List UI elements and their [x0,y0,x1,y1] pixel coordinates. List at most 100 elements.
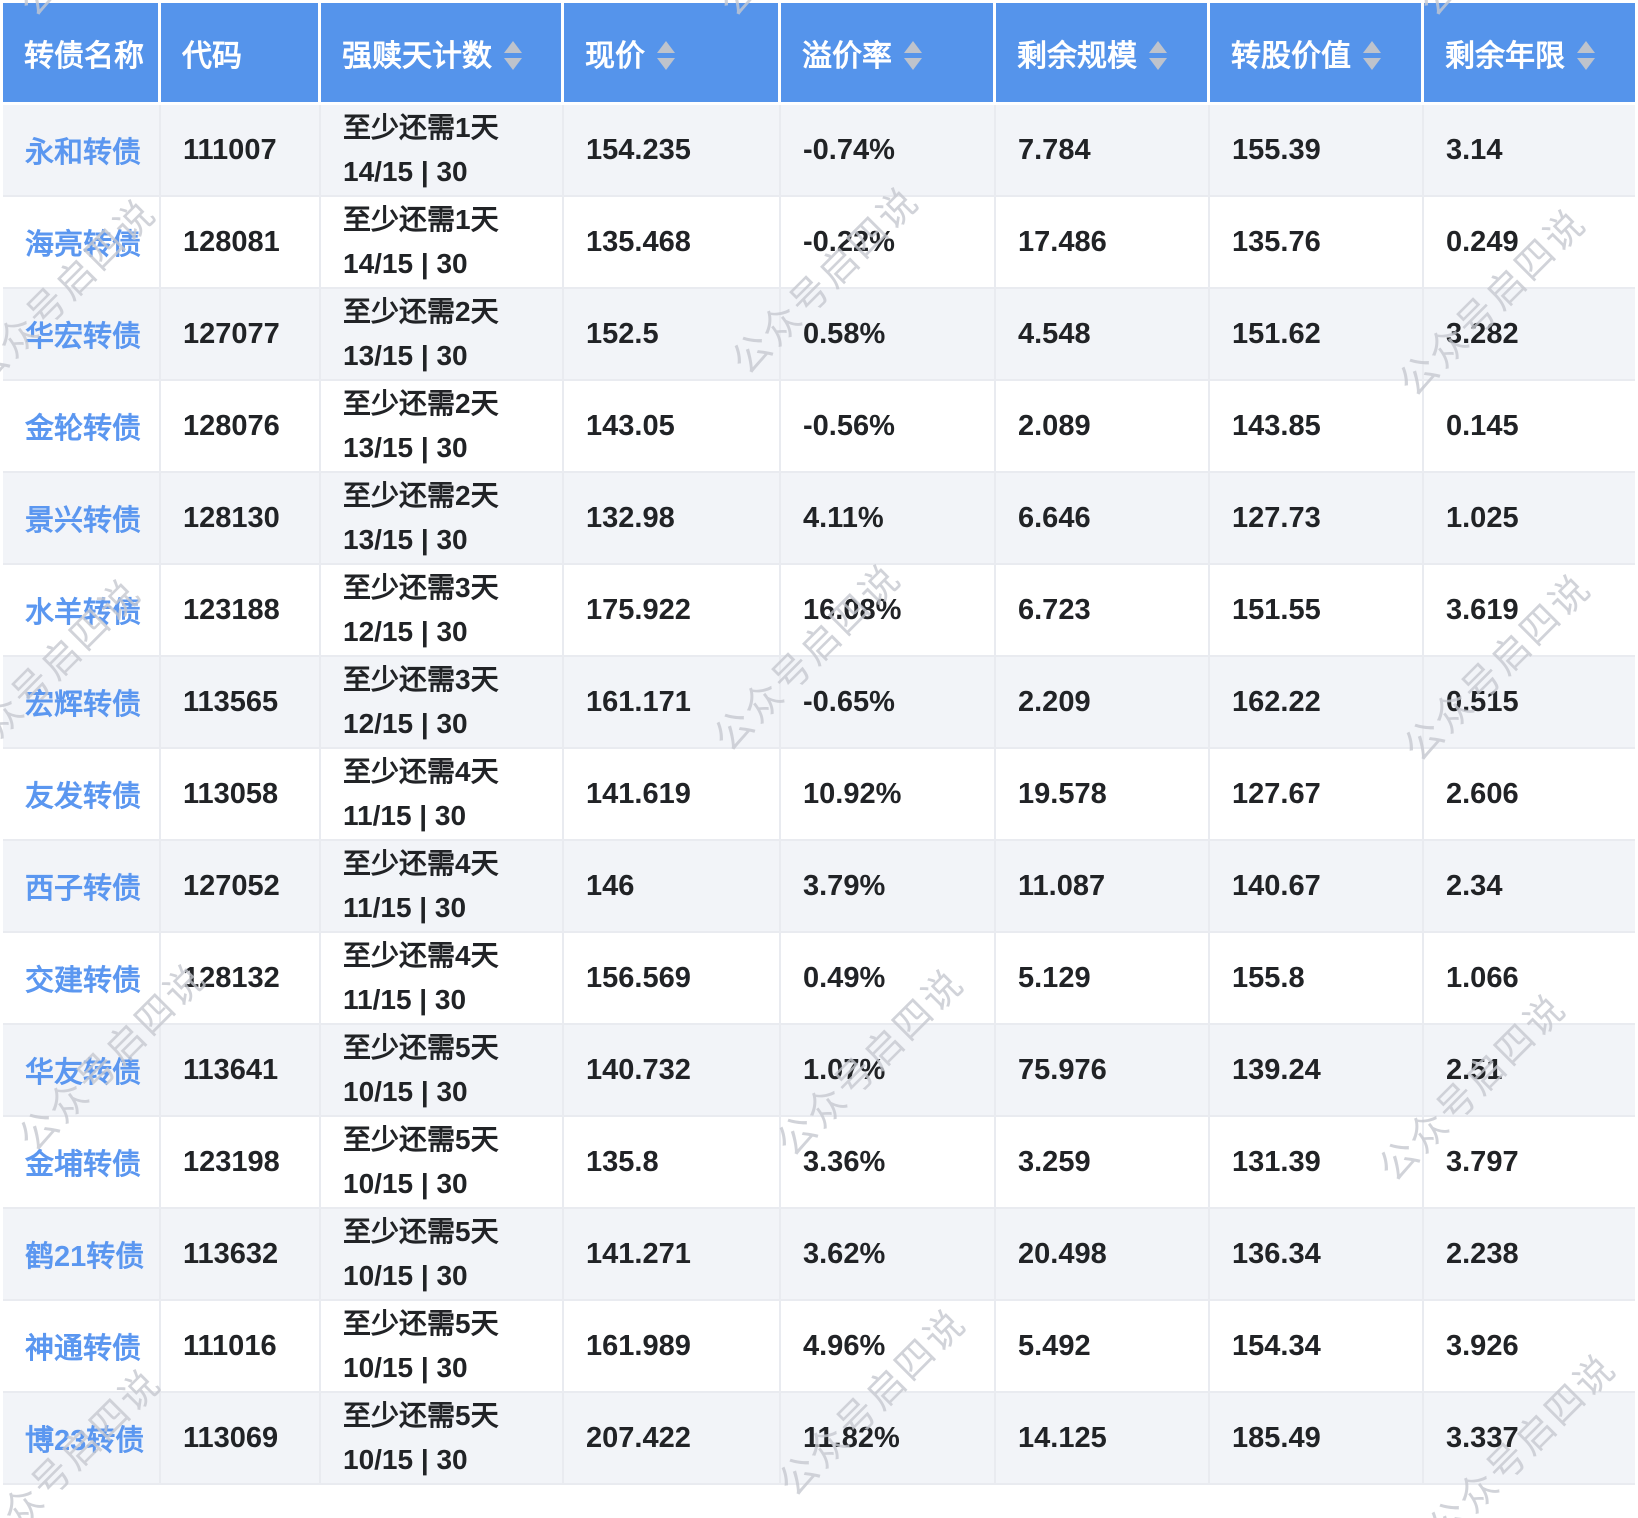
redeem-line2: 14/15 | 30 [343,248,468,279]
redeem-line2: 10/15 | 30 [343,1260,468,1291]
column-header-label: 剩余年限 [1445,39,1565,73]
remaining-size-cell: 4.548 [996,289,1210,381]
column-header-2[interactable]: 强赎天计数 [321,3,564,105]
code-cell: 127077 [161,289,321,381]
redeem-line2: 10/15 | 30 [343,1444,468,1475]
redeem-line1: 至少还需3天 [343,572,499,603]
column-header-4[interactable]: 溢价率 [781,3,996,105]
sort-icon[interactable] [1363,41,1381,71]
bond-name-link[interactable]: 宏辉转债 [25,689,142,721]
column-header-label: 转债名称 [24,39,144,73]
premium-cell: -0.56% [781,381,996,473]
bond-name-link[interactable]: 华友转债 [25,1057,142,1089]
redeem-line2: 11/15 | 30 [343,892,467,923]
code-cell: 113058 [161,749,321,841]
column-header-7[interactable]: 剩余年限 [1424,3,1635,105]
remaining-years-cell: 2.238 [1424,1209,1635,1301]
column-header-1: 代码 [161,3,321,105]
remaining-size-cell: 11.087 [996,841,1210,933]
redeem-count-cell: 至少还需1天 14/15 | 30 [321,105,564,197]
price-cell: 140.732 [564,1025,781,1117]
remaining-size-cell: 2.209 [996,657,1210,749]
bond-name-link[interactable]: 西子转债 [25,873,142,905]
column-header-3[interactable]: 现价 [564,3,781,105]
sort-up-icon [1363,41,1381,54]
code-cell: 128081 [161,197,321,289]
sort-icon[interactable] [1577,41,1595,71]
redeem-count-cell: 至少还需4天 11/15 | 30 [321,841,564,933]
remaining-years-cell: 0.515 [1424,657,1635,749]
table-row: 华宏转债 127077 至少还需2天 13/15 | 30 152.5 0.58% 4.54… [3,289,1635,381]
bond-name-link[interactable]: 友发转债 [25,781,142,813]
redeem-line1: 至少还需2天 [343,388,499,419]
redeem-line2: 11/15 | 30 [343,984,467,1015]
bond-name-link[interactable]: 交建转债 [25,965,142,997]
bond-name-link[interactable]: 金埔转债 [25,1149,142,1181]
redeem-line2: 14/15 | 30 [343,156,468,187]
bond-name-cell: 宏辉转债 [3,657,161,749]
conversion-value-cell: 151.62 [1210,289,1424,381]
column-header-5[interactable]: 剩余规模 [996,3,1210,105]
bond-name-cell: 交建转债 [3,933,161,1025]
redeem-line1: 至少还需4天 [343,940,499,971]
bond-name-link[interactable]: 鹤21转债 [25,1241,145,1273]
price-cell: 146 [564,841,781,933]
price-cell: 141.271 [564,1209,781,1301]
redeem-count-cell: 至少还需5天 10/15 | 30 [321,1393,564,1485]
premium-cell: -0.22% [781,197,996,289]
remaining-size-cell: 5.129 [996,933,1210,1025]
code-cell: 123188 [161,565,321,657]
conversion-value-cell: 143.85 [1210,381,1424,473]
redeem-line1: 至少还需1天 [343,112,499,143]
redeem-count-cell: 至少还需3天 12/15 | 30 [321,657,564,749]
remaining-years-cell: 3.14 [1424,105,1635,197]
bond-name-link[interactable]: 水羊转债 [25,597,142,629]
remaining-years-cell: 2.606 [1424,749,1635,841]
bond-name-link[interactable]: 博23转债 [25,1425,145,1457]
remaining-size-cell: 3.259 [996,1117,1210,1209]
header-row: 转债名称 代码 强赎天计数 现价 溢价率 剩余规模 转股价值 剩余年限 [3,3,1635,105]
code-cell: 113565 [161,657,321,749]
price-cell: 135.468 [564,197,781,289]
redeem-count-cell: 至少还需5天 10/15 | 30 [321,1025,564,1117]
price-cell: 135.8 [564,1117,781,1209]
remaining-size-cell: 20.498 [996,1209,1210,1301]
premium-cell: 11.82% [781,1393,996,1485]
redeem-count-cell: 至少还需2天 13/15 | 30 [321,289,564,381]
sort-icon[interactable] [657,41,675,71]
column-header-label: 溢价率 [802,39,892,73]
code-cell: 111016 [161,1301,321,1393]
table-row: 水羊转债 123188 至少还需3天 12/15 | 30 175.922 16.08% 6… [3,565,1635,657]
redeem-line2: 13/15 | 30 [343,340,468,371]
bond-name-cell: 金埔转债 [3,1117,161,1209]
conversion-value-cell: 131.39 [1210,1117,1424,1209]
redeem-count-cell: 至少还需4天 11/15 | 30 [321,749,564,841]
code-cell: 113069 [161,1393,321,1485]
redeem-line1: 至少还需5天 [343,1124,499,1155]
premium-cell: 1.07% [781,1025,996,1117]
bond-name-link[interactable]: 景兴转债 [25,505,142,537]
redeem-line1: 至少还需5天 [343,1308,499,1339]
sort-icon[interactable] [504,41,522,71]
premium-cell: 4.96% [781,1301,996,1393]
remaining-years-cell: 3.282 [1424,289,1635,381]
bond-name-link[interactable]: 金轮转债 [25,413,142,445]
bond-name-link[interactable]: 华宏转债 [25,321,142,353]
bond-name-link[interactable]: 永和转债 [25,137,142,169]
remaining-years-cell: 3.797 [1424,1117,1635,1209]
sort-icon[interactable] [904,41,922,71]
sort-down-icon [1577,58,1595,71]
remaining-size-cell: 2.089 [996,381,1210,473]
bond-name-link[interactable]: 海亮转债 [25,229,142,261]
bond-name-link[interactable]: 神通转债 [25,1333,142,1365]
redeem-line2: 12/15 | 30 [343,616,468,647]
table-row: 海亮转债 128081 至少还需1天 14/15 | 30 135.468 -0.22% 1… [3,197,1635,289]
sort-down-icon [1149,58,1167,71]
column-header-6[interactable]: 转股价值 [1210,3,1424,105]
remaining-years-cell: 0.145 [1424,381,1635,473]
sort-icon[interactable] [1149,41,1167,71]
redeem-count-cell: 至少还需4天 11/15 | 30 [321,933,564,1025]
bond-name-cell: 博23转债 [3,1393,161,1485]
price-cell: 141.619 [564,749,781,841]
